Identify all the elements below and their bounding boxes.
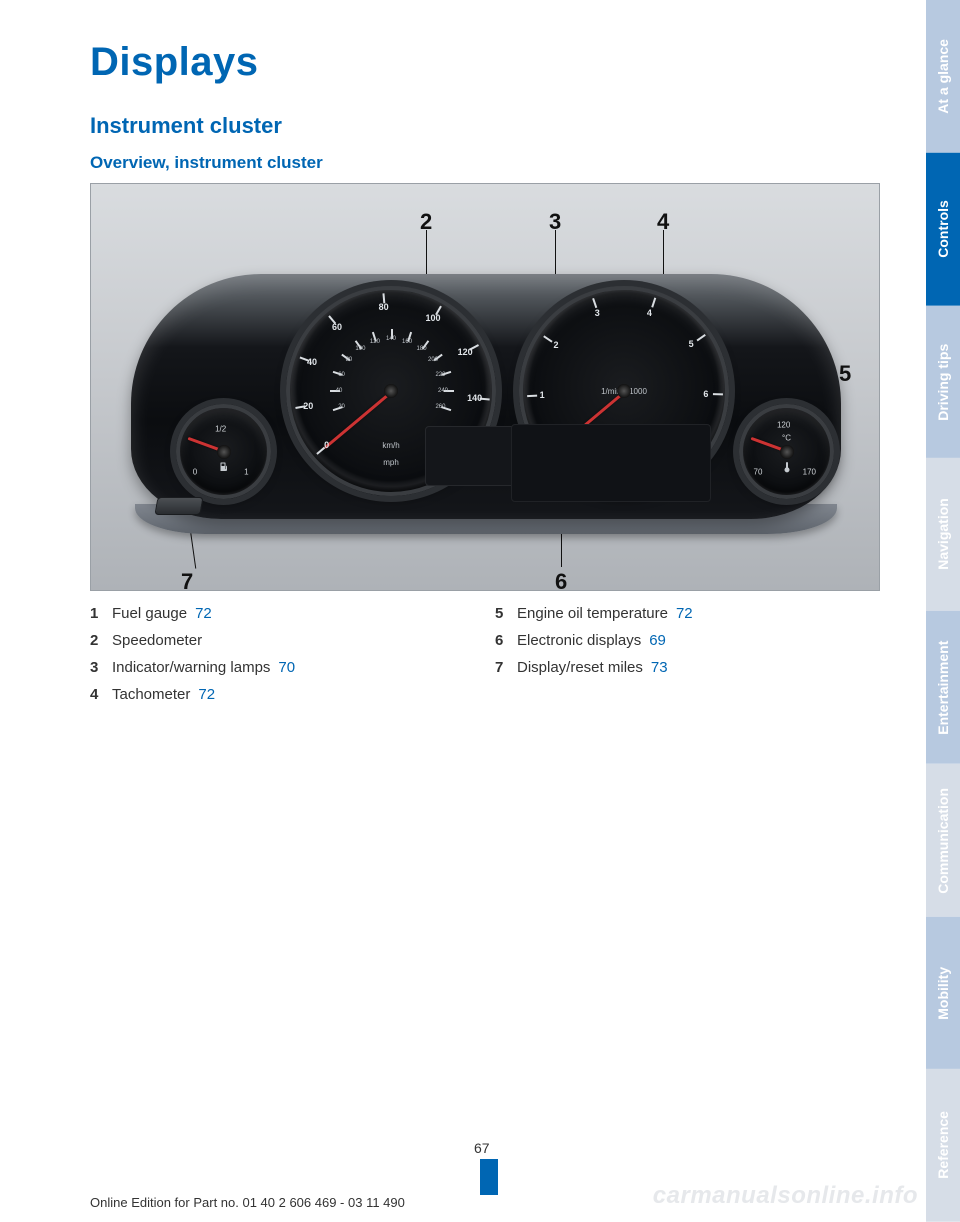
legend-item-7: 7Display/reset miles73 bbox=[495, 659, 880, 676]
legend-label: Speedometer bbox=[112, 632, 475, 649]
page-ref[interactable]: 72 bbox=[198, 686, 215, 703]
subsection-heading: Overview, instrument cluster bbox=[90, 153, 880, 173]
tab-driving-tips[interactable]: Driving tips bbox=[926, 306, 960, 459]
legend-label: Electronic displays69 bbox=[517, 632, 880, 649]
legend-item-5: 5Engine oil temperature72 bbox=[495, 605, 880, 622]
temp-mark: 170 bbox=[803, 468, 816, 477]
legend-label: Engine oil temperature72 bbox=[517, 605, 880, 622]
legend-num: 5 bbox=[495, 605, 517, 622]
instrument-cluster-figure: 1234567 01/21 km/h mph bbox=[90, 183, 880, 591]
trip-reset-button bbox=[154, 497, 203, 515]
legend-num: 1 bbox=[90, 605, 112, 622]
legend-label: Tachometer72 bbox=[112, 686, 475, 703]
legend-label: Fuel gauge72 bbox=[112, 605, 475, 622]
page-ref[interactable]: 72 bbox=[676, 605, 693, 622]
legend-label: Indicator/warning lamps70 bbox=[112, 659, 475, 676]
legend-num: 7 bbox=[495, 659, 517, 676]
legend-label: Display/reset miles73 bbox=[517, 659, 880, 676]
fuel-pump-icon bbox=[218, 461, 230, 473]
page-number: 67 bbox=[474, 1140, 490, 1156]
fuel-gauge: 0 1/2 1 bbox=[176, 404, 271, 499]
tab-entertainment[interactable]: Entertainment bbox=[926, 611, 960, 764]
legend-num: 2 bbox=[90, 632, 112, 649]
callout-7: 7 bbox=[181, 569, 193, 591]
section-heading: Instrument cluster bbox=[90, 113, 880, 139]
thermometer-icon bbox=[781, 461, 793, 473]
watermark: carmanualsonline.info bbox=[653, 1182, 918, 1210]
cluster-body: 01/21 km/h mph 0204060801001201401602040… bbox=[131, 274, 841, 544]
page-ref[interactable]: 69 bbox=[649, 632, 666, 649]
electronic-display bbox=[511, 424, 711, 502]
fuel-mark: 1/2 bbox=[215, 424, 226, 433]
legend-item-3: 3Indicator/warning lamps70 bbox=[90, 659, 475, 676]
legend-item-6: 6Electronic displays69 bbox=[495, 632, 880, 649]
legend-item-1: 1Fuel gauge72 bbox=[90, 605, 475, 622]
callout-6: 6 bbox=[555, 569, 567, 591]
page-ref[interactable]: 72 bbox=[195, 605, 212, 622]
temp-gauge: °C 70 120 170 bbox=[739, 404, 834, 499]
side-tabs: At a glanceControlsDriving tipsNavigatio… bbox=[926, 0, 960, 1222]
legend-item-2: 2Speedometer bbox=[90, 632, 475, 649]
page-title: Displays bbox=[90, 40, 880, 85]
legend: 1Fuel gauge722Speedometer3Indicator/warn… bbox=[90, 605, 880, 713]
legend-num: 4 bbox=[90, 686, 112, 703]
page-number-bar bbox=[480, 1159, 498, 1195]
legend-num: 6 bbox=[495, 632, 517, 649]
temp-unit: °C bbox=[782, 434, 791, 443]
fuel-mark: 0 bbox=[193, 468, 197, 477]
legend-num: 3 bbox=[90, 659, 112, 676]
tab-controls[interactable]: Controls bbox=[926, 153, 960, 306]
page-ref[interactable]: 70 bbox=[278, 659, 295, 676]
temp-mark: 120 bbox=[777, 420, 790, 429]
footer-text: Online Edition for Part no. 01 40 2 606 … bbox=[90, 1195, 405, 1210]
legend-item-4: 4Tachometer72 bbox=[90, 686, 475, 703]
temp-mark: 70 bbox=[754, 468, 763, 477]
tab-at-a-glance[interactable]: At a glance bbox=[926, 0, 960, 153]
tab-mobility[interactable]: Mobility bbox=[926, 917, 960, 1070]
tab-communication[interactable]: Communication bbox=[926, 764, 960, 917]
fuel-mark: 1 bbox=[244, 468, 248, 477]
tab-reference[interactable]: Reference bbox=[926, 1069, 960, 1222]
page-ref[interactable]: 73 bbox=[651, 659, 668, 676]
tab-navigation[interactable]: Navigation bbox=[926, 458, 960, 611]
